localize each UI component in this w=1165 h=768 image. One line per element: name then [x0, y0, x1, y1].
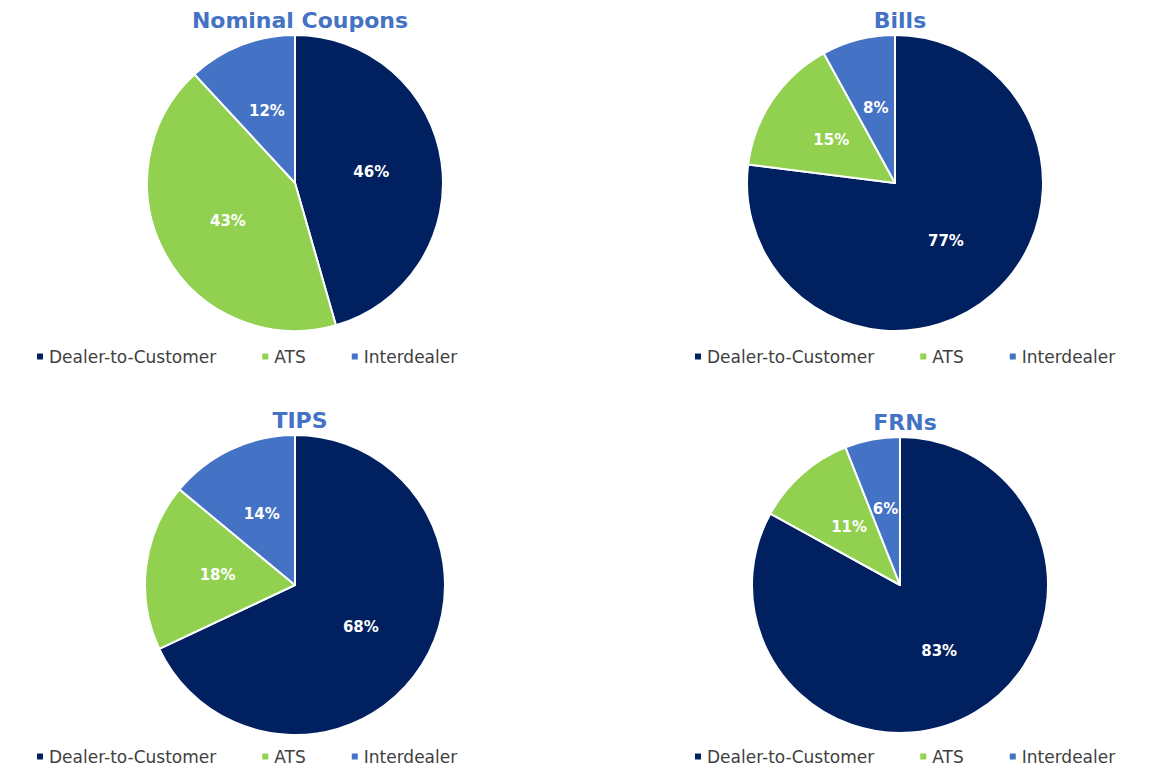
- svg-text:15%: 15%: [813, 131, 849, 149]
- svg-text:Dealer-to-Customer: Dealer-to-Customer: [707, 347, 874, 367]
- svg-text:46%: 46%: [353, 163, 389, 181]
- svg-text:83%: 83%: [921, 642, 957, 660]
- svg-text:FRNs: FRNs: [873, 410, 936, 435]
- svg-text:8%: 8%: [863, 99, 888, 117]
- svg-text:Interdealer: Interdealer: [1022, 347, 1115, 367]
- svg-text:18%: 18%: [200, 566, 236, 584]
- svg-text:ATS: ATS: [932, 747, 964, 767]
- svg-text:12%: 12%: [249, 102, 285, 120]
- svg-text:TIPS: TIPS: [272, 408, 327, 433]
- svg-text:ATS: ATS: [274, 747, 306, 767]
- svg-text:Dealer-to-Customer: Dealer-to-Customer: [707, 747, 874, 767]
- svg-text:Dealer-to-Customer: Dealer-to-Customer: [49, 347, 216, 367]
- svg-text:14%: 14%: [244, 505, 280, 523]
- svg-text:43%: 43%: [210, 212, 246, 230]
- svg-text:Dealer-to-Customer: Dealer-to-Customer: [49, 747, 216, 767]
- svg-text:ATS: ATS: [932, 347, 964, 367]
- svg-text:6%: 6%: [873, 500, 898, 518]
- svg-text:Interdealer: Interdealer: [364, 747, 457, 767]
- svg-text:11%: 11%: [831, 518, 867, 536]
- svg-text:68%: 68%: [343, 618, 379, 636]
- svg-text:Interdealer: Interdealer: [1022, 747, 1115, 767]
- svg-text:Nominal Coupons: Nominal Coupons: [192, 8, 408, 33]
- svg-text:Interdealer: Interdealer: [364, 347, 457, 367]
- svg-text:77%: 77%: [928, 232, 964, 250]
- svg-text:Bills: Bills: [874, 8, 927, 33]
- svg-text:ATS: ATS: [274, 347, 306, 367]
